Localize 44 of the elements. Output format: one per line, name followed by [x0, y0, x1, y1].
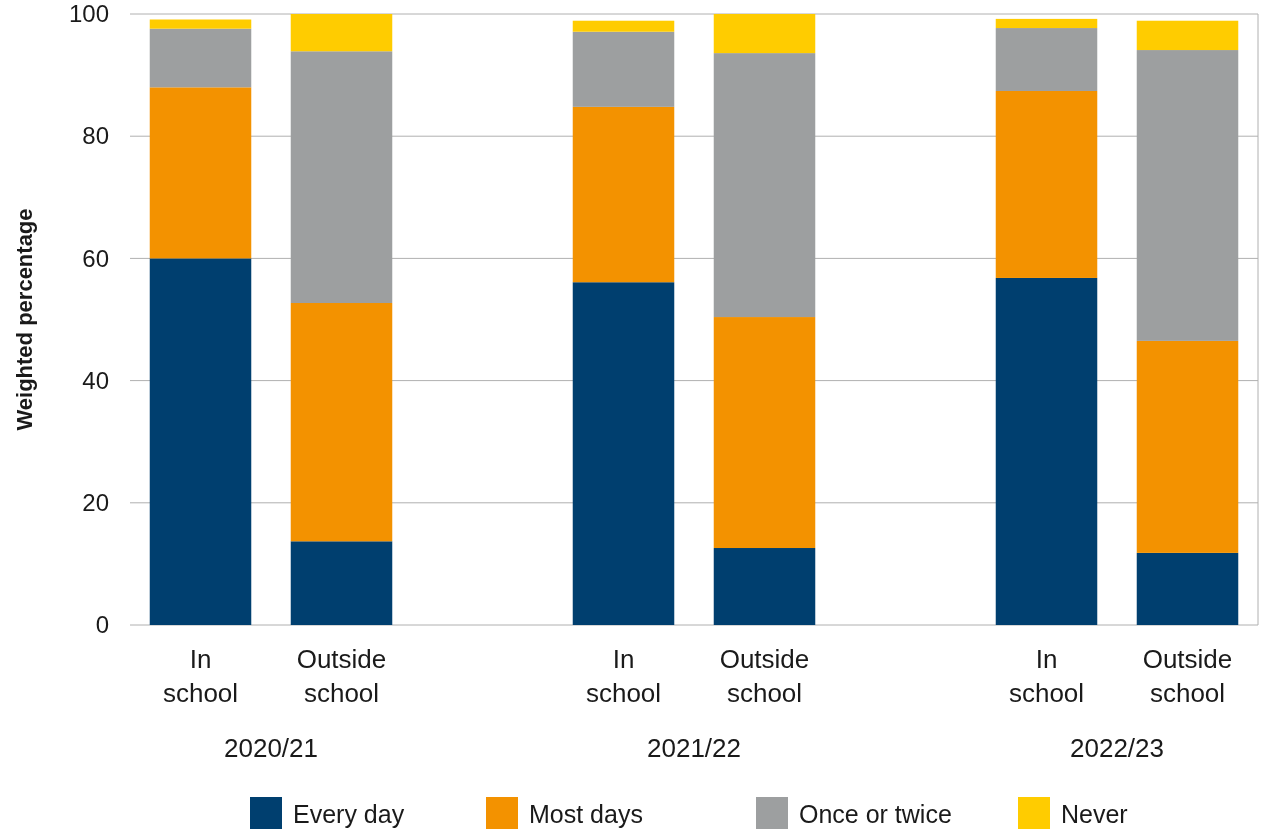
bar: [1136, 340, 1239, 553]
bar: [995, 277, 1098, 625]
bar: [572, 282, 675, 625]
x-tick-label: In school: [1008, 644, 1085, 708]
x-tick-label: Outside school: [719, 644, 810, 708]
bar: [290, 541, 393, 625]
bar: [149, 87, 252, 259]
bar: [713, 317, 816, 549]
bar: [1136, 552, 1239, 625]
legend-label: Once or twice: [799, 800, 952, 828]
y-axis-title: Weighted percentage: [12, 208, 37, 431]
x-tick-label: Outside school: [1142, 644, 1233, 708]
bar: [995, 18, 1098, 29]
legend-label: Every day: [293, 800, 405, 828]
bar: [713, 14, 816, 54]
y-tick-label: 20: [82, 488, 109, 516]
bar: [290, 51, 393, 303]
text: 2020/21: [224, 733, 318, 763]
x-tick-label: In school: [162, 644, 239, 708]
y-tick-label: 100: [68, 0, 109, 28]
bar: [572, 31, 675, 107]
bar: [290, 303, 393, 542]
bar: [572, 106, 675, 283]
bar: [713, 53, 816, 318]
bar: [149, 19, 252, 29]
x-tick-label: In school: [585, 644, 662, 708]
text: 2021/22: [647, 733, 741, 763]
y-tick-label: 40: [82, 366, 109, 394]
y-tick-label: 0: [95, 611, 109, 639]
text: 2022/23: [1070, 733, 1164, 763]
legend-label: Never: [1061, 800, 1128, 828]
bar: [290, 14, 393, 52]
bar: [1136, 20, 1239, 51]
bar: [995, 90, 1098, 278]
legend-label: Most days: [529, 800, 643, 828]
bar: [149, 258, 252, 625]
bar: [995, 28, 1098, 91]
bar: [149, 28, 252, 88]
y-tick-label: 60: [82, 244, 109, 272]
y-tick-label: 80: [82, 122, 109, 150]
bar: [1136, 50, 1239, 341]
bar: [572, 20, 675, 32]
x-tick-label: Outside school: [296, 644, 387, 708]
bar: [713, 548, 816, 625]
